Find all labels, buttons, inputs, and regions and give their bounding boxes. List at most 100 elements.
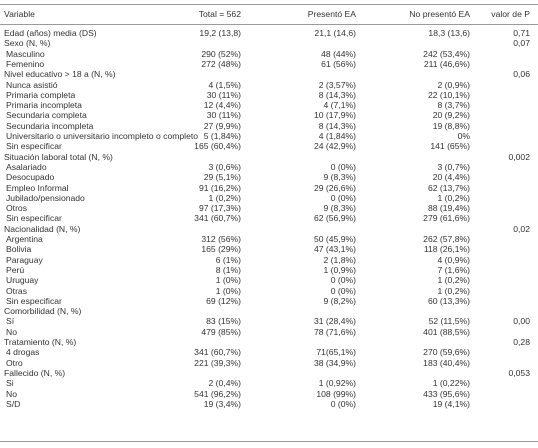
cell-no-presento-ea: 279 (61,6%) [423,213,470,224]
header-presento-ea: Presentó EA [307,9,356,19]
cell-no-presento-ea: 2 (0,9%) [437,79,470,90]
row-label: Perú [6,264,25,275]
cell-presento-ea: 108 (99%) [316,388,356,399]
table-row: Situación laboral total (N, %) 0,002 [0,152,538,162]
cell-presento-ea: 29 (26,6%) [313,182,356,193]
cell-no-presento-ea: 433 (95,6%) [423,388,470,399]
table-row: Otro 221 (39,3%) 38 (34,9%) 183 (40,4%) [0,358,538,368]
row-label: Primaria completa [6,89,76,100]
cell-no-presento-ea: 262 (57,8%) [423,234,470,244]
row-label: Bolivia [6,244,32,255]
row-label: Sin especificar [6,213,62,224]
cell-total: 30 (11%) [206,89,241,100]
table-row: Uruguay 1 (0%) 0 (0%) 1 (0,2%) [0,275,538,285]
cell-valor-p: 0,002 [508,151,530,162]
header-valor-p: valor de P [491,9,530,19]
table-row: Nivel educativo > 18 a (N, %) 0,06 [0,69,538,79]
cell-total: 83 (15%) [206,316,241,327]
cell-total: 19 (3,4%) [203,398,241,409]
table-row: Otros 97 (17,3%) 9 (8,3%) 88 (19,4%) [0,203,538,213]
cell-presento-ea: 61 (56%) [321,58,356,69]
cell-total: 97 (17,3%) [198,203,241,214]
cell-no-presento-ea: 19 (8,8%) [432,120,470,131]
cell-presento-ea: 47 (43,1%) [313,244,356,255]
row-label: Argentina [6,234,43,244]
row-label: 4 drogas [6,347,40,358]
table-row: Tratamiento (N, %) 0,28 [0,337,538,347]
cell-no-presento-ea: 7 (1,6%) [437,264,470,275]
cell-no-presento-ea: 0% [457,131,470,141]
table-row: Femenino 272 (48%) 61 (56%) 211 (46,6%) [0,59,538,69]
cell-total: 479 (85%) [201,326,241,337]
row-label: Universitario o universitario incompleto… [6,131,199,141]
row-label: Uruguay [6,275,39,286]
cell-presento-ea: 1 (0,92%) [318,378,356,389]
cell-total: 221 (39,3%) [194,357,241,368]
table-row: Otras 1 (0%) 0 (0%) 1 (0,2%) [0,286,538,296]
table-bottom-rule [0,441,538,442]
table-row: Nunca asistió 4 (1,5%) 2 (3,57%) 2 (0,9%) [0,80,538,90]
table-row: Desocupado 29 (5,1%) 9 (8,3%) 20 (4,4%) [0,172,538,182]
table-row: Secundaria completa 30 (11%) 10 (17,9%) 20 … [0,110,538,120]
row-label: Asalariado [6,161,47,172]
cell-presento-ea: 9 (8,2%) [323,295,356,306]
cell-presento-ea: 4 (7,1%) [323,100,356,111]
cell-presento-ea: 2 (3,57%) [318,79,356,90]
row-label: Edad (años) media (DS) [4,28,97,38]
table-row: Argentina 312 (56%) 50 (45,9%) 262 (57,8%) [0,234,538,244]
cell-presento-ea: 48 (44%) [321,48,356,59]
cell-total: 19,2 (13,8) [199,28,241,38]
cell-total: 341 (60,7%) [194,347,241,358]
cell-presento-ea: 9 (8,3%) [323,203,356,214]
cell-valor-p: 0,00 [513,316,530,327]
row-label: Secundaria completa [6,110,87,121]
cell-total: 91 (16,2%) [198,182,241,193]
cell-no-presento-ea: 242 (53,4%) [423,48,470,59]
cell-presento-ea: 0 (0%) [330,192,356,203]
cell-presento-ea: 21,1 (14,6) [314,28,356,38]
cell-total: 1 (0,2%) [208,192,241,203]
cell-valor-p: 0,07 [513,38,530,49]
cell-total: 1 (0%) [215,285,241,296]
cell-no-presento-ea: 8 (3,7%) [437,100,470,111]
cell-total: 27 (9,9%) [203,120,241,131]
row-label: Nunca asistió [6,79,58,90]
cell-no-presento-ea: 88 (19,4%) [427,203,470,214]
row-label: Nivel educativo > 18 a (N, %) [4,69,116,80]
cell-presento-ea: 0 (0%) [330,285,356,296]
table-header: Variable Total = 562 Presentó EA No pres… [0,8,538,21]
cell-no-presento-ea: 211 (46,6%) [423,58,470,69]
cell-total: 69 (12%) [206,295,241,306]
cell-presento-ea: 38 (34,9%) [313,357,356,368]
cell-no-presento-ea: 19 (4,1%) [432,398,470,409]
row-label: Primaria incompleta [6,100,82,111]
table-row: Nacionalidad (N, %) 0,02 [0,224,538,234]
cell-total: 8 (1%) [215,264,241,275]
cell-no-presento-ea: 3 (0,7%) [437,161,470,172]
cell-no-presento-ea: 52 (11,5%) [428,316,470,327]
table-row: Secundaria incompleta 27 (9,9%) 8 (14,3%) 1… [0,121,538,131]
cell-no-presento-ea: 20 (4,4%) [432,172,470,183]
row-label: S/D [6,398,21,409]
cell-presento-ea: 0 (0%) [330,161,356,172]
cell-no-presento-ea: 20 (9,2%) [432,110,470,121]
row-label: Otras [6,285,28,296]
row-label: Tratamiento (N, %) [4,337,77,347]
table-row: Si 2 (0,4%) 1 (0,92%) 1 (0,22%) [0,378,538,388]
cell-valor-p: 0,06 [513,69,530,80]
row-label: Situación laboral total (N, %) [4,151,113,162]
cell-no-presento-ea: 62 (13,7%) [427,182,470,193]
table-row: Sin especificar 165 (60,4%) 24 (42,9%) 141 … [0,141,538,151]
row-label: Paraguay [6,254,43,265]
cell-no-presento-ea: 270 (59,6%) [423,347,470,358]
row-label: No [6,326,17,337]
cell-presento-ea: 31 (28,4%) [313,316,356,327]
row-label: Otro [6,357,23,368]
table-row: Sin especificar 69 (12%) 9 (8,2%) 60 (13,3%… [0,296,538,306]
row-label: Sin especificar [6,295,62,306]
table-row: Perú 8 (1%) 1 (0,9%) 7 (1,6%) [0,265,538,275]
cell-total: 272 (48%) [201,58,241,69]
table-row: Fallecido (N, %) 0,053 [0,368,538,378]
table-row: Bolivia 165 (29%) 47 (43,1%) 118 (26,1%) [0,244,538,254]
